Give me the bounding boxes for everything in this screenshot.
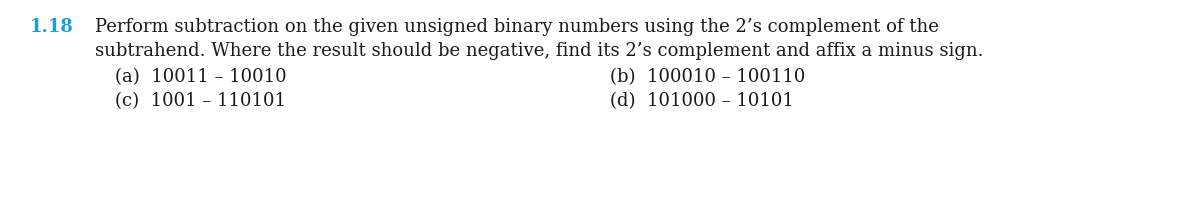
Text: Perform subtraction on the given unsigned binary numbers using the 2’s complemen: Perform subtraction on the given unsigne…: [95, 18, 938, 36]
Text: (c)  1001 – 110101: (c) 1001 – 110101: [115, 92, 286, 110]
Text: (d)  101000 – 10101: (d) 101000 – 10101: [610, 92, 794, 110]
Text: (a)  10011 – 10010: (a) 10011 – 10010: [115, 68, 287, 86]
Text: 1.18: 1.18: [30, 18, 74, 36]
Text: (b)  100010 – 100110: (b) 100010 – 100110: [610, 68, 805, 86]
Text: subtrahend. Where the result should be negative, find its 2’s complement and aff: subtrahend. Where the result should be n…: [95, 42, 984, 60]
